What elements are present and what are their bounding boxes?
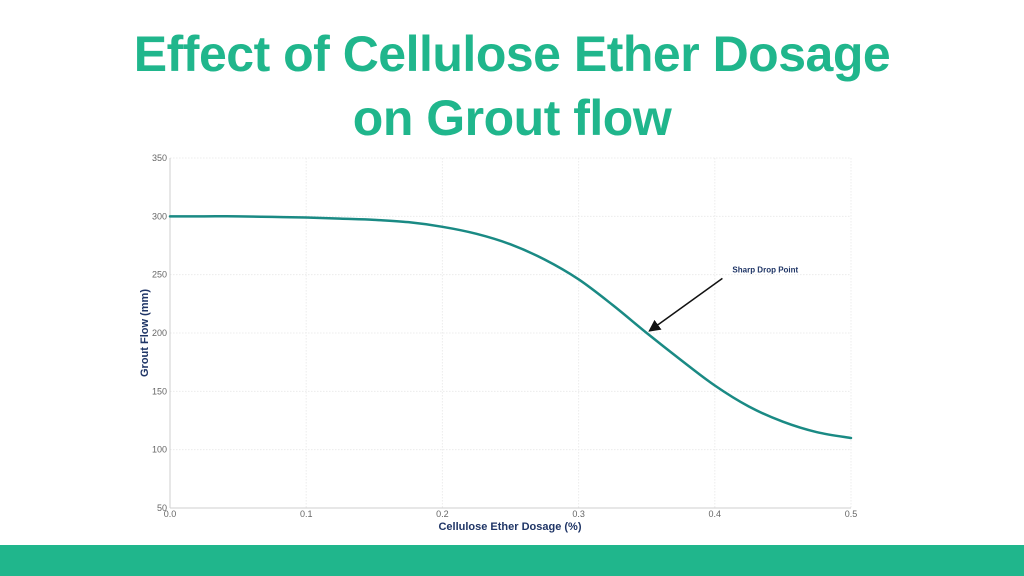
- y-axis-label: Grout Flow (mm): [139, 289, 151, 377]
- annotation-label: Sharp Drop Point: [732, 265, 798, 274]
- y-tick-label: 250: [152, 270, 167, 280]
- x-tick-label: 0.3: [572, 509, 585, 519]
- grid: [169, 157, 852, 509]
- x-tick-label: 0.0: [164, 509, 177, 519]
- y-tick-label: 50: [157, 503, 167, 513]
- x-tick-label: 0.5: [845, 509, 858, 519]
- chart-title-line-2: on Grout flow: [352, 90, 672, 146]
- footer-bar: [0, 545, 1024, 576]
- chart-title: Effect of Cellulose Ether Dosage on Grou…: [0, 22, 1024, 150]
- y-tick-label: 150: [152, 386, 167, 396]
- y-tick-label: 350: [152, 153, 167, 163]
- x-tick-label: 0.2: [436, 509, 449, 519]
- y-tick-label: 300: [152, 211, 167, 221]
- annotations: Sharp Drop Point: [648, 265, 799, 332]
- y-tick-label: 200: [152, 328, 167, 338]
- tick-labels: 0.0 0.1 0.2 0.3 0.4 0.5 50 100 150 200 250 300 350: [152, 153, 857, 519]
- annotation-arrow: [648, 277, 723, 332]
- y-tick-label: 100: [152, 445, 167, 455]
- chart-title-line-1: Effect of Cellulose Ether Dosage: [133, 26, 891, 82]
- x-axis-label: Cellulose Ether Dosage (%): [438, 521, 581, 533]
- x-tick-label: 0.4: [709, 509, 722, 519]
- series: [168, 215, 853, 440]
- x-tick-label: 0.1: [300, 509, 313, 519]
- series-line: [168, 215, 853, 440]
- line-chart: 0.0 0.1 0.2 0.3 0.4 0.5 50 100 150 200 250 300 350 C…: [139, 153, 857, 533]
